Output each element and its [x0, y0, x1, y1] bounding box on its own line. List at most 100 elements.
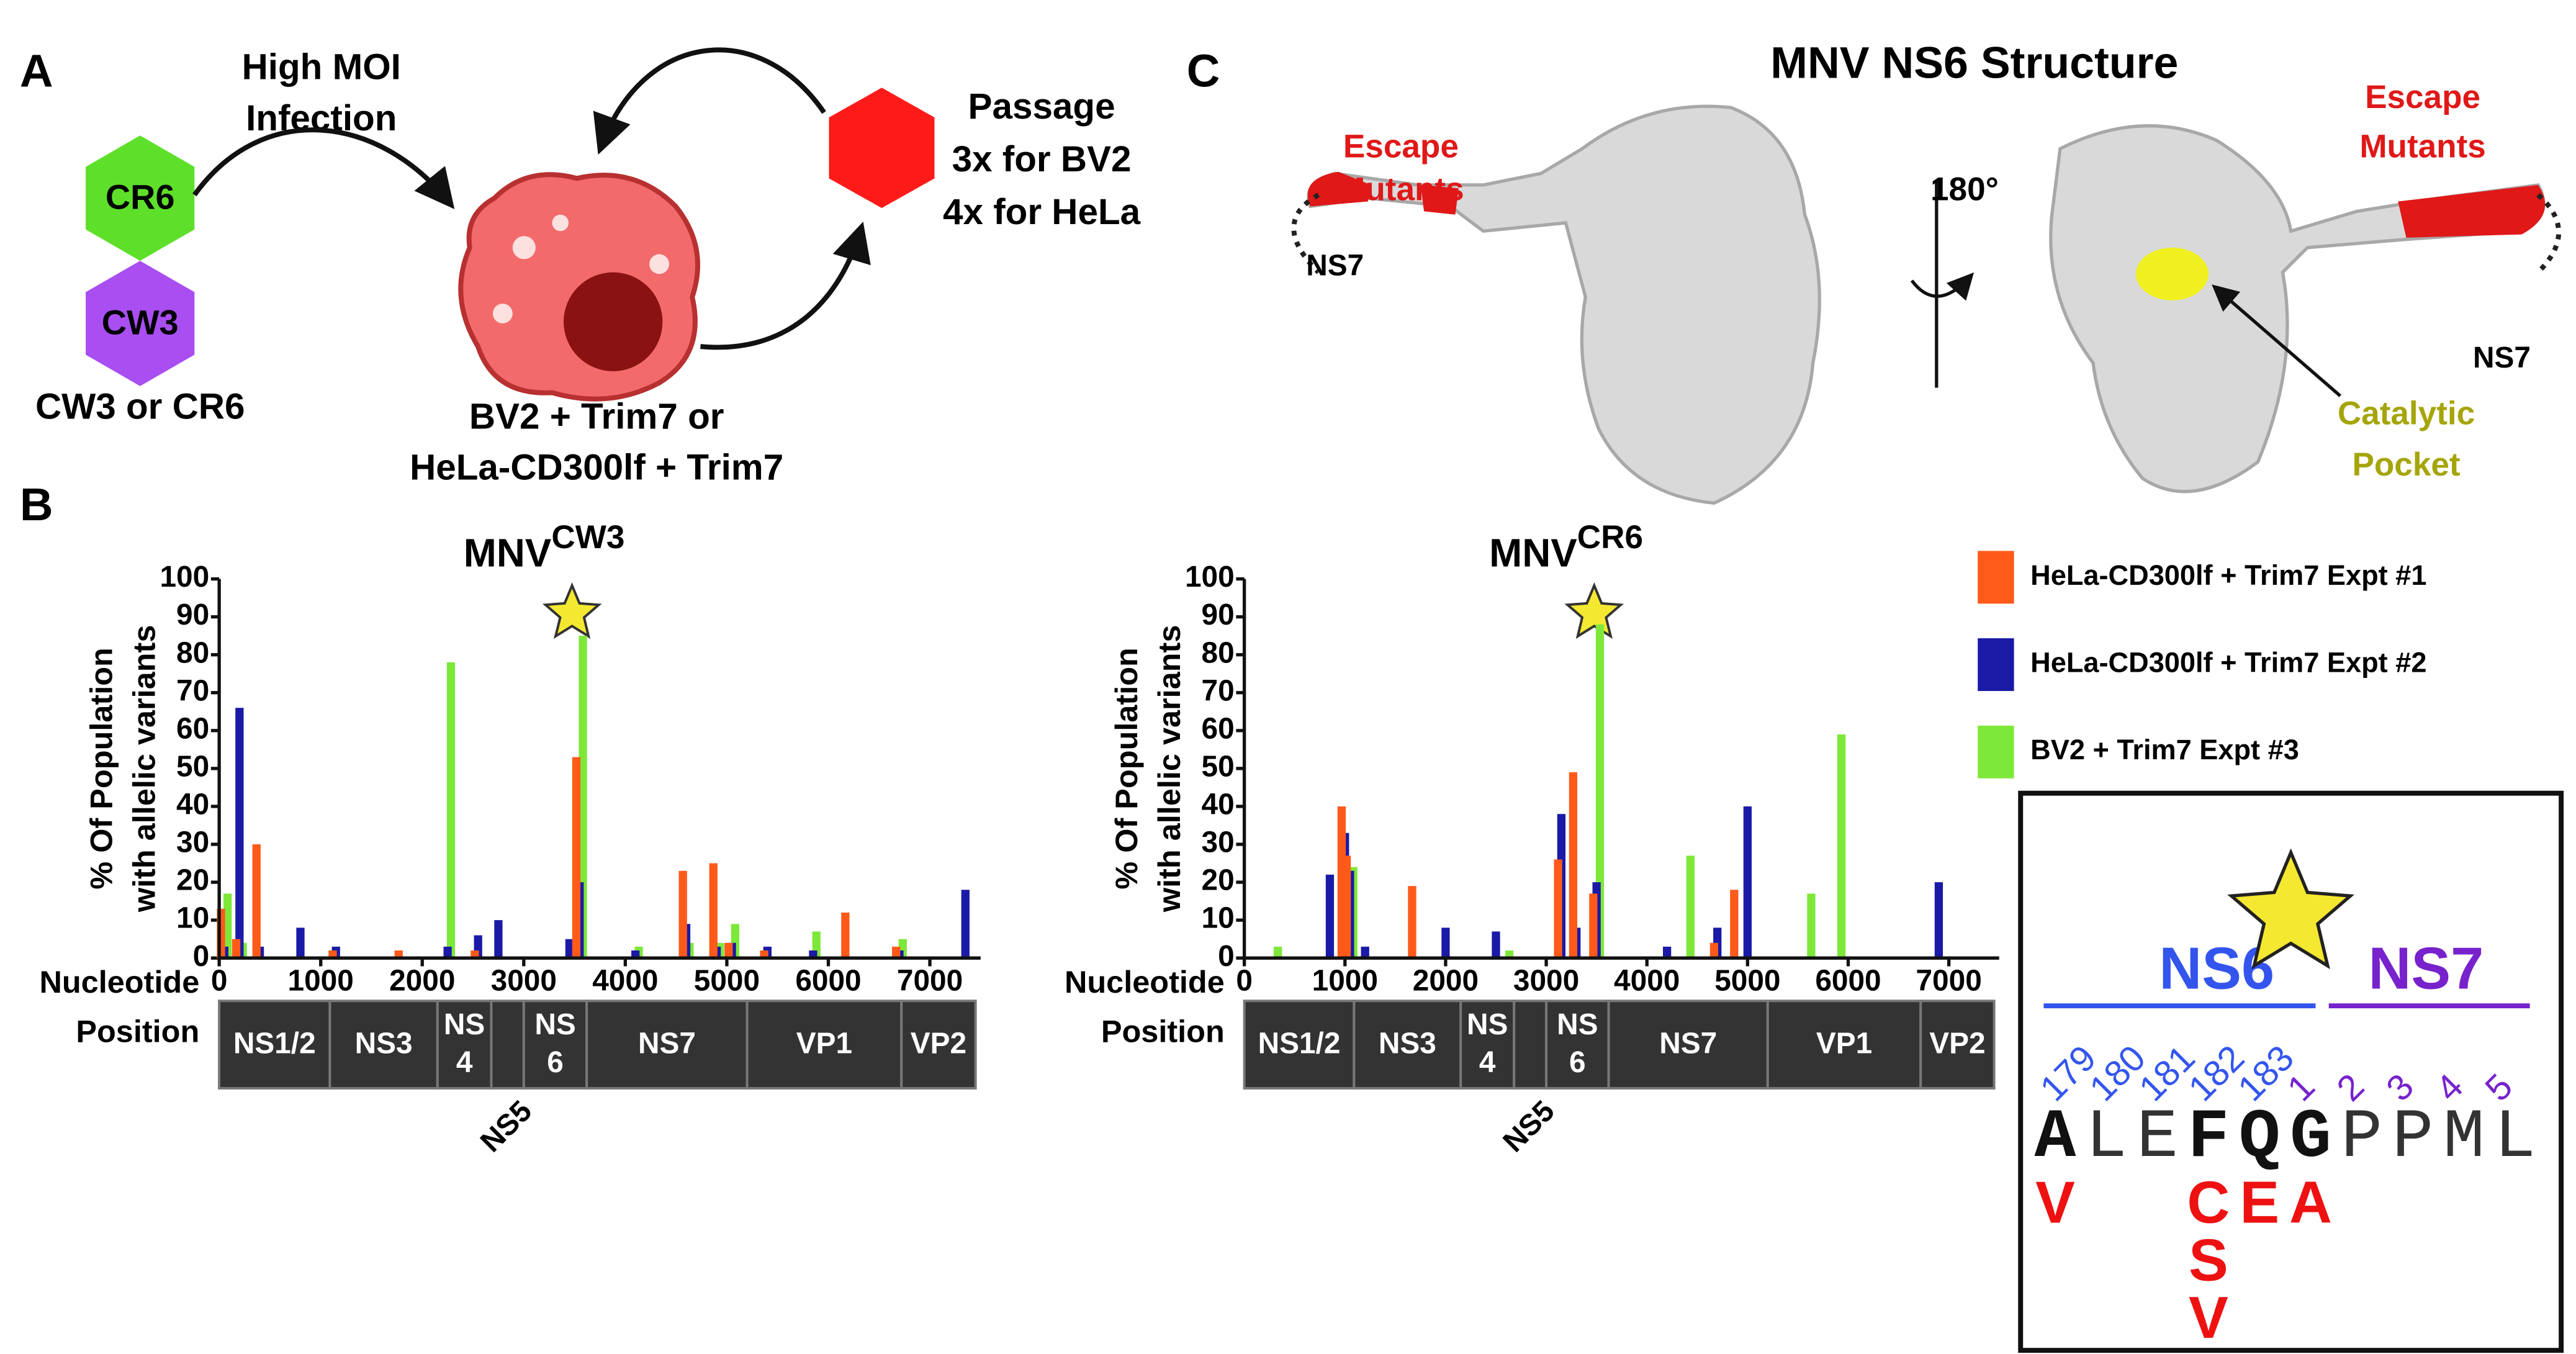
legend-label: BV2 + Trim7 Expt #3 [2030, 734, 2299, 765]
residue: A [2035, 1099, 2076, 1177]
vesicle [512, 236, 536, 260]
bar [1441, 927, 1450, 959]
y-tick-label: 100 [160, 561, 209, 594]
residue: Q [2239, 1099, 2281, 1177]
virus-hexagon [86, 135, 195, 261]
segment-label: NS [1557, 1008, 1598, 1041]
label: Catalytic [2338, 395, 2475, 432]
panel-label: B [20, 479, 53, 530]
label: Pocket [2352, 446, 2460, 483]
x-tick-label: 6000 [1815, 965, 1881, 998]
star [2227, 848, 2355, 970]
panel-label: C [1187, 45, 1220, 97]
residue: F [2187, 1099, 2229, 1177]
genome-segment [1919, 1000, 1996, 1090]
x-tick-label: 3000 [1513, 965, 1579, 998]
bar [892, 946, 901, 959]
x-tick-label: 6000 [795, 965, 861, 998]
y-tick-label: 40 [1202, 788, 1235, 821]
bar [1325, 874, 1335, 959]
chart-title: MNVCR6 [1489, 519, 1643, 575]
y-tick-label: 20 [1202, 864, 1235, 897]
bar [1686, 855, 1695, 959]
x-axis-label: Nucleotide [1065, 964, 1225, 1000]
residue: G [2290, 1099, 2331, 1177]
arrow [192, 127, 455, 209]
x-tick-label: 1000 [1312, 965, 1378, 998]
genome-segment [585, 1000, 749, 1090]
chart-title: MNVCW3 [464, 519, 625, 575]
bar [631, 950, 640, 959]
y-tick-label: 80 [1202, 636, 1235, 669]
residue: P [2341, 1099, 2382, 1177]
segment-label: NS [444, 1008, 485, 1041]
bar [572, 757, 581, 959]
x-tick-label: 4000 [1614, 965, 1680, 998]
vesicle [492, 304, 513, 323]
star [542, 582, 602, 639]
protein-surface [1307, 104, 1821, 505]
bar [724, 942, 733, 959]
x-axis-label: Position [1101, 1014, 1225, 1049]
segment-label: NS [1467, 1008, 1508, 1041]
y-tick-label: 40 [176, 788, 209, 821]
segment-label: 4 [1479, 1046, 1496, 1079]
label: CW3 or CR6 [35, 386, 245, 427]
x-tick-label: 5000 [1714, 965, 1780, 998]
label: High MOI [242, 47, 401, 87]
bar [328, 950, 337, 959]
segment-label: NS1/2 [233, 1027, 316, 1060]
y-tick-label: 60 [176, 712, 209, 745]
mutation: E [2240, 1169, 2279, 1235]
legend-label: HeLa-CD300lf + Trim7 Expt #2 [2030, 647, 2426, 679]
legend-swatch [1978, 725, 2014, 779]
dotted-link [2536, 192, 2561, 274]
bar [1730, 890, 1739, 959]
star [1564, 582, 1624, 639]
arrow [2212, 284, 2342, 397]
segment-label: NS1/2 [1258, 1027, 1341, 1060]
bar [1709, 942, 1719, 959]
label: Mutants [1338, 171, 1464, 208]
segment-label: NS7 [1659, 1027, 1717, 1060]
bar [252, 844, 261, 959]
x-tick-label: 7000 [1916, 965, 1981, 998]
bar [1807, 893, 1816, 959]
bar [1342, 855, 1351, 959]
bar [841, 912, 850, 959]
mutation: V [2035, 1169, 2075, 1235]
segment-label: 4 [456, 1046, 473, 1079]
mutation: C [2187, 1169, 2230, 1235]
genome-segment [1353, 1000, 1462, 1090]
arrow [593, 47, 826, 155]
mutation: A [2289, 1169, 2332, 1235]
legend-swatch [1978, 551, 2014, 604]
label: HeLa-CD300lf + Trim7 [410, 448, 783, 488]
segment-label: VP1 [1816, 1027, 1872, 1060]
residue: M [2443, 1099, 2485, 1177]
y-axis-label: % Of Population [1109, 648, 1144, 889]
x-tick-label: 2000 [1413, 965, 1479, 998]
bar [1743, 806, 1752, 959]
genome-segment [218, 1000, 331, 1090]
x-tick-label: 1000 [288, 965, 354, 998]
bar [565, 939, 574, 959]
bar [709, 863, 718, 959]
bar [1662, 946, 1672, 959]
y-axis-label: % Of Population [84, 648, 119, 889]
x-axis-label: Position [76, 1014, 199, 1049]
y-tick-label: 30 [1202, 826, 1235, 859]
sequence-box [2018, 790, 2564, 1353]
label: NS7 [2473, 341, 2531, 374]
bar [223, 893, 232, 959]
residue: L [2086, 1099, 2127, 1177]
vesicle [649, 254, 669, 274]
mutant-region [1420, 184, 1459, 215]
y-axis-label: with allelic variants [127, 625, 162, 913]
panel-label: A [20, 45, 53, 97]
mutation: S [2189, 1227, 2228, 1293]
y-tick-label: 60 [1202, 712, 1235, 745]
y-tick-label: 10 [176, 902, 209, 935]
bar [678, 870, 687, 959]
residue: L [2494, 1099, 2536, 1177]
